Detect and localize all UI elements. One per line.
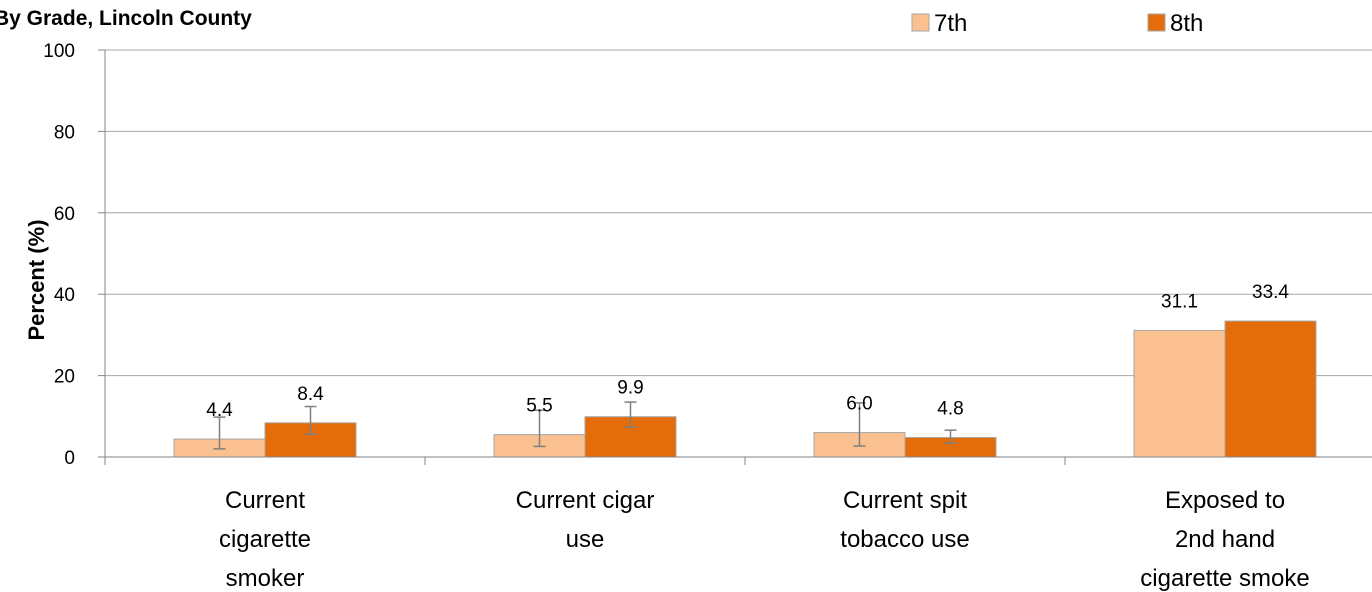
- category-label-line: Current spit: [843, 487, 967, 514]
- category-label-line: use: [566, 526, 605, 553]
- category-label: Exposed to 2nd hand cigarette smoke: [1140, 487, 1309, 592]
- category-label-line: Current cigar: [516, 487, 655, 514]
- category-label-line: Exposed to: [1165, 487, 1285, 514]
- legend: 7th 8th: [911, 10, 1203, 37]
- data-label: 9.9: [617, 378, 643, 399]
- data-label: 6.0: [846, 394, 872, 415]
- data-label: 31.1: [1161, 291, 1198, 312]
- legend-swatch: [1147, 13, 1166, 32]
- data-label: 8.4: [297, 384, 324, 405]
- data-label: 4.8: [937, 398, 963, 419]
- bar: [1133, 329, 1226, 458]
- category-label: Current cigar use: [516, 487, 655, 553]
- legend-swatch: [911, 13, 930, 32]
- legend-label: 7th: [934, 10, 967, 37]
- gridlines: [105, 49, 1372, 377]
- axes: [104, 50, 1372, 465]
- y-tick-label: 60: [54, 204, 75, 225]
- category-label: Current cigarette smoker: [219, 487, 311, 592]
- data-label: 5.5: [526, 396, 552, 417]
- category-label-line: cigarette: [219, 526, 311, 553]
- category-label-line: smoker: [226, 565, 305, 592]
- chart-title: By Grade, Lincoln County: [0, 7, 252, 30]
- y-tick-label: 100: [43, 41, 75, 62]
- category-label-line: tobacco use: [840, 526, 969, 553]
- category-label: Current spit tobacco use: [840, 487, 969, 553]
- bar: [1224, 320, 1317, 458]
- bars: [173, 320, 1317, 458]
- y-tick-label: 80: [54, 122, 75, 143]
- y-tick-label: 0: [64, 448, 75, 469]
- category-label-line: cigarette smoke: [1140, 565, 1309, 592]
- data-label: 33.4: [1252, 282, 1289, 303]
- category-label-line: Current: [225, 487, 305, 514]
- error-bars: [213, 401, 957, 450]
- data-labels: 4.4 8.4 5.5 9.9 6.0 4.8 31.1 33.4: [206, 282, 1289, 421]
- legend-label: 8th: [1170, 10, 1203, 37]
- y-axis-label: Percent (%): [24, 219, 49, 340]
- y-axis-ticks: 0 20 40 60 80 100: [43, 41, 105, 469]
- y-tick-label: 20: [54, 367, 75, 388]
- data-label: 4.4: [206, 400, 233, 421]
- category-label-line: 2nd hand: [1175, 526, 1275, 553]
- y-tick-label: 40: [54, 285, 75, 306]
